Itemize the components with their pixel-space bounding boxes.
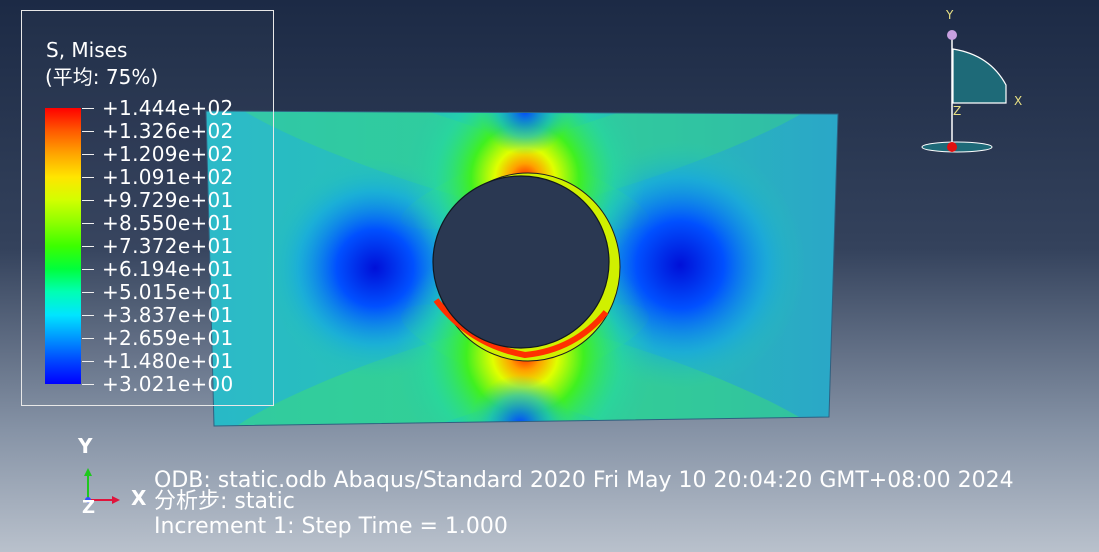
legend-value-label: +1.480e+01 bbox=[102, 349, 234, 373]
legend-tick bbox=[82, 154, 94, 155]
legend-value-label: +7.372e+01 bbox=[102, 234, 234, 258]
legend-band bbox=[45, 223, 81, 246]
legend-tick bbox=[82, 223, 94, 224]
legend-band bbox=[45, 246, 81, 269]
triad-y-label: Y bbox=[78, 434, 93, 458]
legend-band bbox=[45, 154, 81, 177]
legend-tick bbox=[82, 246, 94, 247]
odb-info-line: ODB: static.odb Abaqus/Standard 2020 Fri… bbox=[154, 468, 1014, 493]
step-info-line: 分析步: static bbox=[154, 489, 295, 514]
legend-band bbox=[45, 177, 81, 200]
legend-tick bbox=[82, 292, 94, 293]
hole bbox=[432, 175, 610, 349]
legend-subtitle: (平均: 75%) bbox=[45, 65, 159, 89]
legend-value-label: +8.550e+01 bbox=[102, 211, 234, 235]
legend-tick bbox=[82, 361, 94, 362]
legend-value-label: +9.729e+01 bbox=[102, 188, 234, 212]
legend-band bbox=[45, 200, 81, 223]
legend-tick bbox=[82, 108, 94, 109]
legend-tick bbox=[82, 200, 94, 201]
legend-value-label: +3.021e+00 bbox=[102, 372, 234, 396]
legend-band bbox=[45, 361, 81, 384]
legend-band bbox=[45, 338, 81, 361]
legend-color-bar bbox=[45, 108, 81, 384]
legend-tick bbox=[82, 269, 94, 270]
triad-x-label: X bbox=[131, 486, 147, 510]
legend-tick bbox=[82, 315, 94, 316]
legend-value-label: +1.209e+02 bbox=[102, 142, 234, 166]
view-cube-z-label: Z bbox=[953, 104, 962, 118]
legend-band bbox=[45, 131, 81, 154]
axis-triad bbox=[84, 468, 120, 504]
legend-value-label: +6.194e+01 bbox=[102, 257, 234, 281]
legend-band bbox=[45, 315, 81, 338]
legend-value-label: +1.326e+02 bbox=[102, 119, 234, 143]
contour-legend: S, Mises (平均: 75%) +1.444e+02 +1.326e+02 +… bbox=[21, 10, 274, 406]
legend-tick bbox=[82, 384, 94, 385]
legend-value-label: +1.091e+02 bbox=[102, 165, 234, 189]
increment-info-line: Increment 1: Step Time = 1.000 bbox=[154, 514, 508, 539]
view-cube-y-label: Y bbox=[946, 8, 954, 22]
view-cube-x-label: X bbox=[1014, 94, 1023, 108]
legend-band bbox=[45, 108, 81, 131]
triad-z-label: Z bbox=[82, 497, 96, 518]
legend-value-label: +1.444e+02 bbox=[102, 96, 234, 120]
view-cube-icon[interactable] bbox=[910, 15, 1020, 165]
legend-band bbox=[45, 292, 81, 315]
legend-title: S, Mises bbox=[46, 38, 128, 62]
legend-tick bbox=[82, 177, 94, 178]
legend-value-label: +5.015e+01 bbox=[102, 280, 234, 304]
legend-value-label: +2.659e+01 bbox=[102, 326, 234, 350]
legend-value-label: +3.837e+01 bbox=[102, 303, 234, 327]
legend-tick bbox=[82, 131, 94, 132]
legend-band bbox=[45, 269, 81, 292]
legend-tick bbox=[82, 338, 94, 339]
